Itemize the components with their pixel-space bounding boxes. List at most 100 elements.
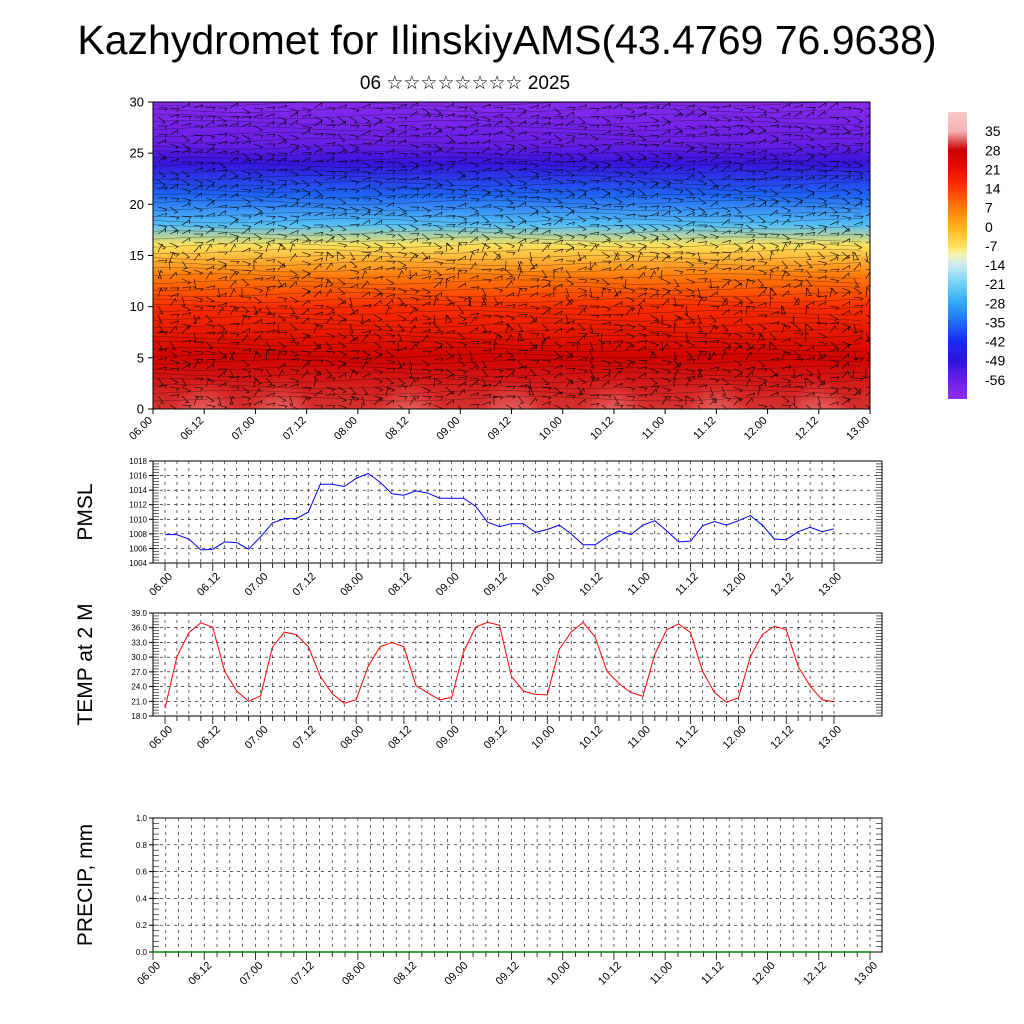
wind-barb — [409, 206, 420, 211]
wind-barb — [852, 323, 857, 334]
wind-barb — [349, 276, 360, 281]
wind-barb — [169, 341, 177, 350]
wind-barb — [625, 323, 636, 330]
wind-barb — [409, 237, 419, 244]
x-tick-label: 08.00 — [338, 724, 366, 752]
wind-barb — [577, 143, 588, 149]
wind-barb — [841, 353, 850, 361]
wind-barb — [205, 183, 214, 190]
wind-barb — [181, 179, 191, 187]
wind-barb — [625, 125, 635, 133]
wind-barb — [721, 323, 729, 332]
wind-barb — [361, 184, 371, 190]
wind-barb — [241, 197, 251, 204]
wind-barb — [709, 259, 720, 264]
wind-barb — [385, 359, 396, 365]
wind-barb — [457, 341, 468, 348]
wind-barb — [745, 305, 750, 316]
wind-barb — [589, 359, 595, 369]
wind-barb — [709, 155, 718, 163]
wind-barb — [529, 175, 539, 181]
wind-barb — [685, 368, 696, 375]
wind-barb — [541, 222, 552, 227]
wind-barb — [576, 341, 581, 352]
wind-barb — [865, 151, 870, 154]
wind-barb — [445, 112, 455, 118]
wind-barb — [169, 224, 179, 232]
wind-barb — [253, 125, 263, 132]
y-tick-label: 39.0 — [131, 609, 147, 618]
wind-barb — [157, 384, 168, 389]
wind-barb — [445, 330, 456, 334]
wind-barb — [469, 286, 480, 291]
wind-barb — [505, 395, 516, 400]
wind-barb — [301, 107, 312, 113]
wind-barb — [253, 388, 261, 397]
wind-barb — [529, 278, 540, 282]
wind-barb — [325, 196, 336, 201]
wind-barb — [517, 260, 522, 270]
wind-barb — [361, 265, 371, 271]
wind-barb — [457, 242, 468, 246]
wind-barb — [409, 296, 420, 302]
wind-barb — [865, 141, 870, 145]
wind-barb — [397, 224, 407, 232]
wind-barb — [745, 245, 754, 253]
wind-barb — [229, 323, 240, 327]
wind-barb — [601, 192, 610, 199]
wind-barb — [349, 323, 354, 333]
wind-barb — [601, 341, 606, 352]
wind-barb — [577, 133, 588, 137]
wind-barb — [421, 314, 431, 321]
wind-barb — [577, 242, 588, 248]
wind-barb — [661, 278, 671, 285]
contour-line — [153, 181, 862, 187]
wind-barb — [733, 224, 744, 228]
wind-barb — [565, 287, 570, 297]
wind-barb — [769, 242, 780, 249]
wind-barb — [193, 116, 204, 120]
wind-barb — [817, 242, 827, 249]
wind-barb — [865, 375, 870, 379]
wind-barb — [192, 314, 197, 325]
wind-barb — [613, 404, 624, 409]
wind-barb — [229, 395, 234, 405]
wind-barb — [205, 238, 215, 244]
wind-barb — [577, 293, 587, 298]
wind-barb — [421, 143, 432, 148]
wind-barb — [217, 150, 228, 155]
wind-barb — [805, 134, 815, 142]
wind-barb — [337, 314, 347, 322]
wind-barb — [853, 330, 864, 335]
wind-barb — [407, 269, 411, 280]
wind-barb — [661, 298, 670, 307]
wind-barb — [445, 188, 456, 194]
colorbar-label: -7 — [985, 238, 998, 254]
wind-barb — [685, 228, 694, 235]
wind-barb — [205, 147, 214, 154]
wind-barb — [301, 260, 312, 267]
wind-barb — [205, 243, 213, 253]
wind-barb — [865, 224, 870, 228]
wind-barb — [529, 263, 538, 271]
contour-line — [153, 341, 862, 346]
wind-barb — [385, 161, 396, 166]
wind-barb — [361, 404, 363, 409]
wind-barb — [337, 242, 348, 248]
wind-barb — [361, 116, 371, 124]
wind-barb — [337, 350, 347, 357]
wind-barb — [673, 314, 684, 321]
wind-barb — [817, 184, 827, 190]
wind-barb — [721, 278, 732, 283]
wind-barb — [397, 323, 405, 332]
wind-barb — [781, 218, 790, 226]
wind-barb — [865, 131, 870, 136]
wind-barb — [649, 182, 658, 190]
wind-barb — [661, 164, 670, 172]
wind-barb — [529, 227, 538, 235]
wind-barb — [361, 357, 372, 362]
wind-barb — [733, 125, 744, 129]
wind-barb — [301, 125, 312, 131]
wind-barb — [817, 203, 828, 208]
wind-barb — [481, 393, 492, 398]
